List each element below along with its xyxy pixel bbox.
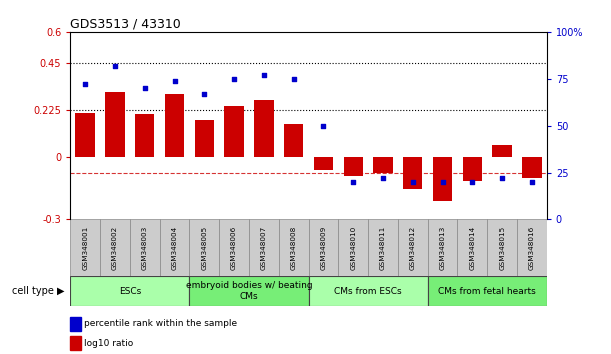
- Bar: [135, 114, 155, 157]
- FancyBboxPatch shape: [279, 219, 309, 276]
- FancyBboxPatch shape: [398, 219, 428, 276]
- FancyBboxPatch shape: [309, 276, 428, 306]
- Bar: [165, 95, 184, 157]
- Text: GSM348015: GSM348015: [499, 226, 505, 270]
- FancyBboxPatch shape: [189, 219, 219, 276]
- Text: GSM348008: GSM348008: [291, 226, 297, 270]
- Text: GDS3513 / 43310: GDS3513 / 43310: [70, 18, 181, 31]
- Point: [199, 91, 209, 97]
- Bar: [343, 157, 363, 176]
- FancyBboxPatch shape: [488, 219, 517, 276]
- Bar: [314, 157, 333, 171]
- Point: [467, 179, 477, 185]
- Bar: [254, 99, 274, 157]
- FancyBboxPatch shape: [249, 219, 279, 276]
- FancyBboxPatch shape: [130, 219, 159, 276]
- FancyBboxPatch shape: [428, 276, 547, 306]
- Point: [229, 76, 239, 81]
- Point: [259, 72, 269, 78]
- Bar: [433, 157, 452, 201]
- Text: GSM348011: GSM348011: [380, 226, 386, 270]
- FancyBboxPatch shape: [219, 219, 249, 276]
- Text: embryoid bodies w/ beating
CMs: embryoid bodies w/ beating CMs: [186, 281, 312, 301]
- Text: ESCs: ESCs: [119, 287, 141, 296]
- Bar: [492, 145, 512, 157]
- Point: [289, 76, 299, 81]
- Point: [497, 175, 507, 181]
- Point: [140, 85, 150, 91]
- Text: GSM348003: GSM348003: [142, 226, 148, 270]
- FancyBboxPatch shape: [458, 219, 488, 276]
- Text: GSM348014: GSM348014: [469, 226, 475, 270]
- Point: [80, 81, 90, 87]
- Text: log10 ratio: log10 ratio: [84, 339, 133, 348]
- Bar: [76, 113, 95, 157]
- Text: GSM348013: GSM348013: [439, 226, 445, 270]
- Bar: [463, 157, 482, 181]
- Text: GSM348005: GSM348005: [201, 226, 207, 270]
- FancyBboxPatch shape: [338, 219, 368, 276]
- Text: GSM348004: GSM348004: [172, 226, 178, 270]
- FancyBboxPatch shape: [100, 219, 130, 276]
- FancyBboxPatch shape: [159, 219, 189, 276]
- Text: GSM348007: GSM348007: [261, 226, 267, 270]
- Point: [318, 123, 328, 129]
- Text: GSM348002: GSM348002: [112, 226, 118, 270]
- Point: [437, 179, 447, 185]
- Text: GSM348016: GSM348016: [529, 226, 535, 270]
- Bar: [224, 106, 244, 157]
- FancyBboxPatch shape: [309, 219, 338, 276]
- Text: CMs from ESCs: CMs from ESCs: [334, 287, 402, 296]
- Bar: [403, 157, 422, 189]
- Text: GSM348006: GSM348006: [231, 226, 237, 270]
- Point: [408, 179, 418, 185]
- Bar: [195, 120, 214, 157]
- Bar: [284, 124, 303, 157]
- Text: GSM348012: GSM348012: [410, 226, 416, 270]
- Text: cell type ▶: cell type ▶: [12, 286, 64, 296]
- Bar: [105, 92, 125, 157]
- FancyBboxPatch shape: [70, 219, 100, 276]
- Text: GSM348009: GSM348009: [320, 226, 326, 270]
- Bar: [373, 157, 393, 172]
- FancyBboxPatch shape: [70, 276, 189, 306]
- Text: GSM348001: GSM348001: [82, 226, 88, 270]
- Point: [378, 175, 388, 181]
- Point: [170, 78, 180, 84]
- FancyBboxPatch shape: [517, 219, 547, 276]
- Point: [110, 63, 120, 68]
- Bar: [522, 157, 541, 178]
- Text: CMs from fetal hearts: CMs from fetal hearts: [439, 287, 536, 296]
- Point: [527, 179, 537, 185]
- FancyBboxPatch shape: [368, 219, 398, 276]
- Point: [348, 179, 358, 185]
- FancyBboxPatch shape: [428, 219, 458, 276]
- FancyBboxPatch shape: [189, 276, 309, 306]
- Text: percentile rank within the sample: percentile rank within the sample: [84, 319, 237, 329]
- Text: GSM348010: GSM348010: [350, 226, 356, 270]
